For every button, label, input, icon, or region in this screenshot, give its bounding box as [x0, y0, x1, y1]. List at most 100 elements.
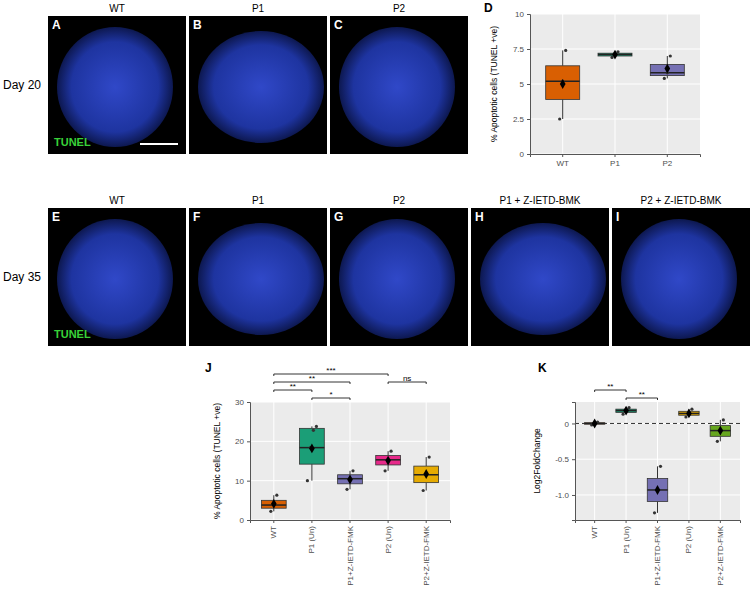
image-background	[330, 16, 468, 154]
data-point	[564, 49, 567, 52]
significance-label: ***	[326, 366, 335, 375]
box	[338, 469, 363, 491]
chart: 0102030 WT P1 (Un) P1+Z-IETD-FMK P2 (Un) P2+Z…	[235, 398, 450, 586]
data-point	[722, 418, 725, 421]
panel-title: P1	[252, 195, 265, 206]
image-panel: E WT TUNEL	[48, 195, 186, 346]
mean-marker	[347, 475, 353, 485]
x-axis: WT P1 (Un) P1+Z-IETD-FMK P2 (Un) P2+Z-IETD-F…	[251, 520, 451, 586]
figure: Day 20AWTTUNELBP1CP2Day 35EWTTUNELFP1GP2…	[0, 0, 752, 606]
grid-line-x	[657, 402, 658, 520]
significance-label: **	[309, 374, 315, 383]
y-axis-title: % Apoptotic cells (TUNEL +ve)	[212, 403, 222, 519]
stain-label: TUNEL	[54, 328, 91, 340]
x-tick-mark	[594, 520, 595, 523]
x-tick-label: P2+Z-IETD-FMK	[422, 525, 431, 585]
data-point	[616, 50, 619, 53]
panel-title: P2	[393, 195, 406, 206]
x-axis-line	[576, 521, 741, 524]
whisker-high	[426, 457, 427, 466]
marks	[575, 406, 740, 515]
grid-line-x	[720, 402, 721, 520]
x-tick-label: WT	[556, 159, 569, 168]
data-point	[653, 511, 656, 514]
x-tick-mark	[720, 520, 721, 523]
panel-letter: G	[334, 210, 343, 224]
mean-marker	[612, 50, 618, 60]
x-tick-label: P1 (Un)	[307, 526, 316, 554]
organoid	[480, 223, 606, 335]
y-tick-mark	[247, 441, 250, 442]
grid-line-x	[688, 402, 689, 520]
y-tick: 0	[565, 420, 575, 429]
whisker-low	[388, 465, 389, 471]
x-tick-mark	[311, 520, 312, 523]
panel-letter: A	[52, 18, 61, 32]
box-body	[650, 64, 684, 75]
organoid	[198, 31, 324, 143]
organoid	[621, 219, 737, 339]
plot-background	[250, 402, 450, 520]
mean-marker	[385, 456, 391, 466]
data-point	[669, 54, 672, 57]
y-axis: -1.0 -0.5 0	[555, 403, 575, 521]
y-tick-label: 0	[565, 420, 570, 429]
chart: 02.557.510WTP1P2	[513, 10, 701, 168]
panel-title: P2	[393, 3, 406, 14]
x-tick: WT	[556, 154, 569, 168]
data-point	[383, 469, 386, 472]
y-tick: 2.5	[513, 115, 530, 124]
y-tick-mark	[572, 495, 575, 496]
x-tick-label: WT	[269, 526, 278, 539]
image-background	[330, 208, 468, 346]
x-axis: WTP1 (Un)P1+Z-IETD-FMKP2 (Un)P2+Z-IETD-F…	[576, 520, 741, 586]
mean-marker	[686, 409, 692, 419]
data-point	[663, 77, 666, 80]
x-tick-mark	[667, 154, 668, 157]
x-tick-label: P2 (Un)	[384, 526, 393, 554]
y-tick-mark	[247, 402, 250, 403]
data-point	[422, 489, 425, 492]
panel-letter: F	[193, 210, 200, 224]
y-tick-mark	[247, 520, 250, 521]
y-tick: -0.5	[555, 455, 575, 464]
marks	[546, 49, 685, 121]
box	[376, 450, 401, 473]
y-axis-title: Log2FoldChange	[532, 428, 542, 493]
x-tick-mark	[273, 520, 274, 523]
y-tick-label: -1.0	[555, 491, 569, 500]
whisker-high	[388, 451, 389, 455]
box	[261, 494, 286, 513]
x-tick-mark	[350, 520, 351, 523]
panel-letter: E	[52, 210, 60, 224]
y-tick-label: 0	[520, 150, 525, 159]
y-tick: 7.5	[513, 45, 530, 54]
scale-bar	[140, 143, 178, 145]
row-label: Day 35	[3, 270, 41, 284]
x-tick-label: P1+Z-IETD-FMK	[346, 525, 355, 585]
image-panel: G P2	[330, 195, 468, 346]
x-tick-mark	[615, 154, 616, 157]
y-tick-mark	[572, 459, 575, 460]
significance-label: **	[639, 390, 645, 399]
x-axis: WTP1P2	[531, 154, 701, 168]
data-point	[558, 117, 561, 120]
y-tick-mark	[247, 481, 250, 482]
whisker-low	[667, 76, 668, 79]
whisker-high	[350, 471, 351, 475]
x-tick-label: P2+Z-IETD-FMK	[716, 525, 725, 585]
panel-title: P1	[252, 3, 265, 14]
organoid	[339, 27, 455, 147]
organoid	[57, 219, 173, 339]
data-point	[716, 440, 719, 443]
y-tick-mark	[527, 14, 530, 15]
y-axis: 0102030	[235, 398, 250, 525]
mean-marker	[623, 406, 629, 416]
image-panel: BP1	[189, 3, 327, 154]
panel-title: WT	[109, 195, 125, 206]
y-tick: 10	[515, 10, 530, 19]
data-point	[345, 488, 348, 491]
mean-marker	[423, 469, 429, 479]
data-point	[315, 425, 318, 428]
whisker-low	[311, 464, 312, 481]
